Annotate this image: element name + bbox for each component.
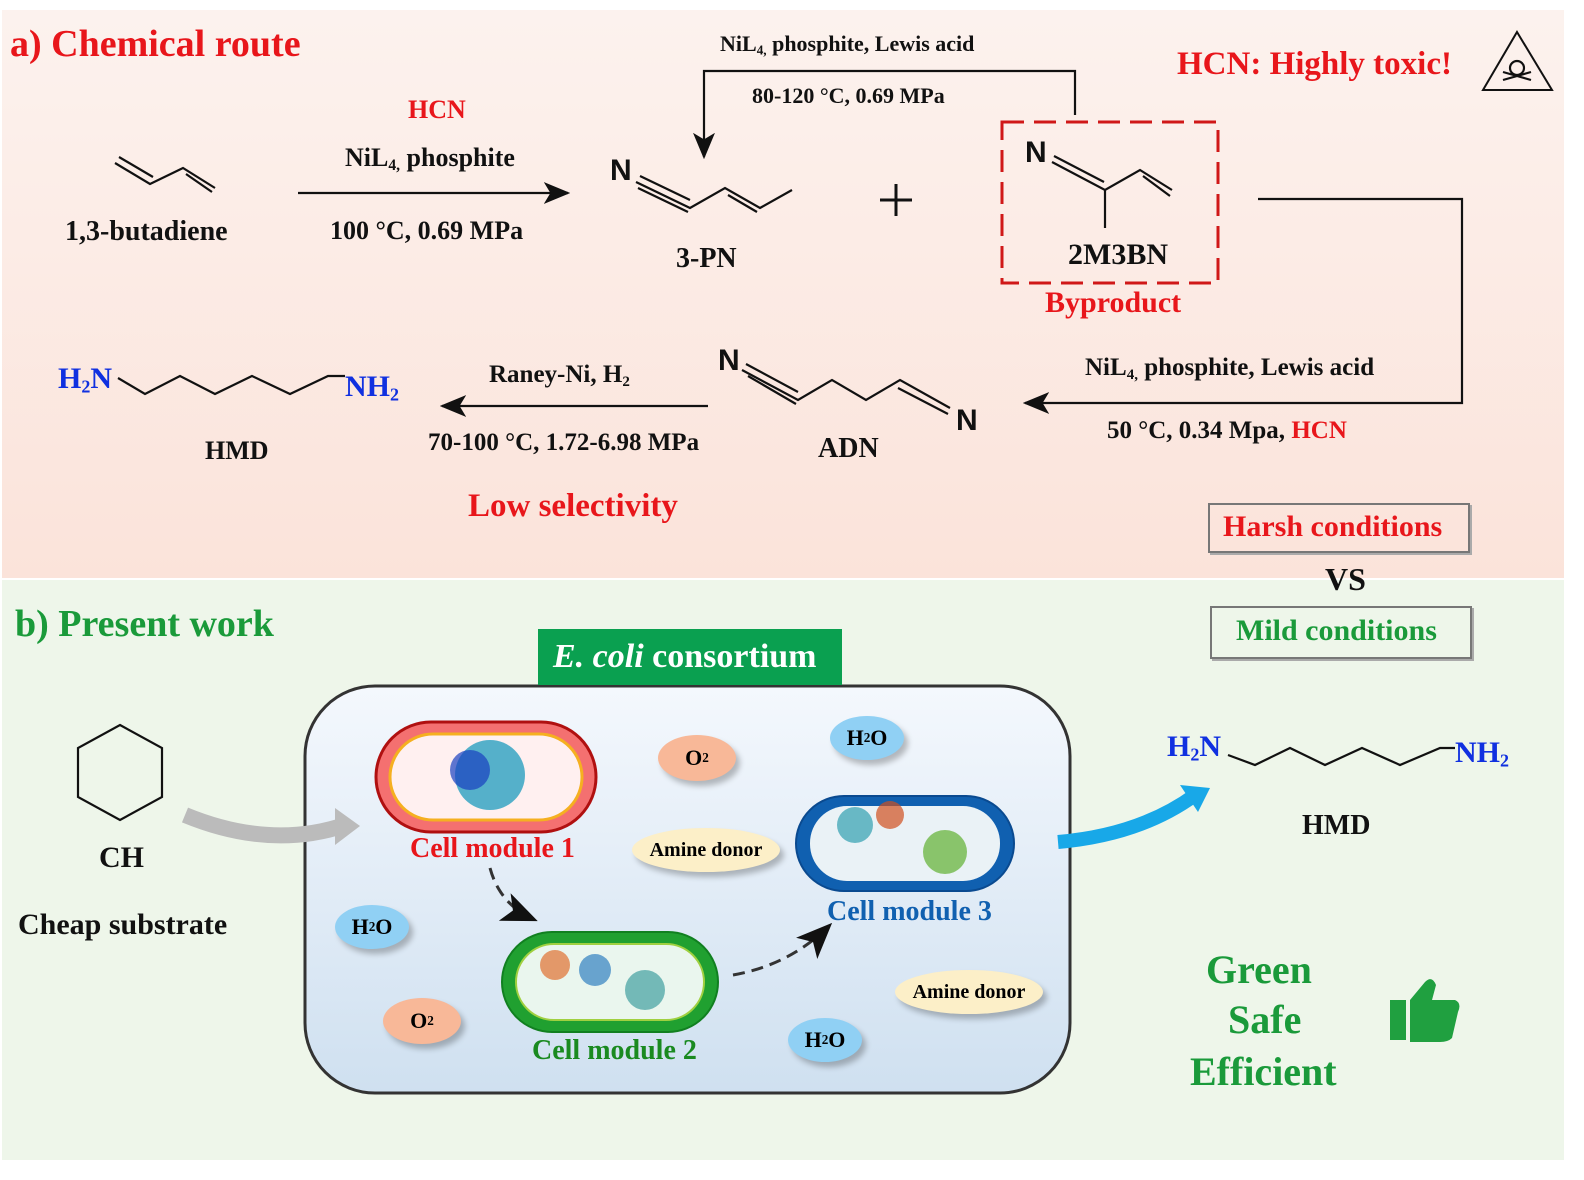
panel-chemical-route [2, 10, 1564, 578]
vs-label: VS [1325, 561, 1366, 597]
amine-donor-molecule: Amine donor [895, 970, 1043, 1014]
step3-reagent: Raney-Ni, H2 [489, 361, 630, 390]
substrate-arrow [181, 807, 348, 844]
2m3bn-structure [1051, 155, 1173, 228]
benefit-efficient: Efficient [1190, 1049, 1337, 1094]
substrate-abbr: CH [99, 841, 144, 874]
step2-catalyst: NiL4, phosphite, Lewis acid [1085, 354, 1375, 383]
benefit-green: Green [1206, 947, 1312, 992]
thumbs-up-icon [1390, 979, 1460, 1042]
hmd-structure-b [1227, 746, 1455, 767]
consortium-banner [538, 629, 842, 685]
step1-reagent: HCN [408, 95, 466, 124]
3pn-nitrogen: N [610, 154, 632, 187]
hmd-product-label: HMD [1302, 810, 1371, 841]
butadiene-label: 1,3-butadiene [65, 216, 228, 247]
isomerization-catalyst: NiL4, phosphite, Lewis acid [720, 31, 975, 58]
3pn-label: 3-PN [676, 243, 737, 274]
arrow-cell2-to-cell3 [732, 922, 833, 977]
hmd-amine-right: NH2 [345, 370, 399, 405]
step3-conditions: 70-100 °C, 1.72-6.98 MPa [428, 429, 700, 456]
cyclohexane-structure [76, 723, 164, 822]
mild-conditions-box [1210, 606, 1472, 659]
consortium-label: E. coli consortium [553, 638, 817, 675]
harsh-conditions-box [1208, 503, 1470, 553]
adn-nitrogen-2: N [956, 404, 978, 437]
panel-b-title: b) Present work [15, 603, 274, 645]
mild-conditions-label: Mild conditions [1236, 614, 1437, 647]
low-selectivity-label: Low selectivity [468, 488, 678, 524]
product-arrow [1057, 789, 1200, 849]
cell-module-2-graphic [501, 931, 719, 1033]
hmd-label: HMD [205, 436, 269, 465]
step1-conditions: 100 °C, 0.69 MPa [330, 216, 524, 245]
adn-label: ADN [818, 433, 879, 464]
cell-module-3-graphic [795, 795, 1015, 892]
butadiene-structure [114, 156, 216, 193]
3pn-structure [635, 175, 793, 213]
arrow-step2 [1022, 197, 1464, 414]
hmd-structure-a [117, 374, 345, 396]
substrate-desc: Cheap substrate [18, 908, 228, 941]
step1-catalyst: NiL4, phosphite [345, 143, 515, 174]
skull-crossbones-warning-icon [1481, 30, 1554, 91]
step2-conditions: 50 °C, 0.34 Mpa, HCN [1107, 417, 1347, 444]
2m3bn-label: 2M3BN [1068, 238, 1168, 271]
arrow-cell1-to-cell2 [488, 867, 538, 922]
cell-module-2-label: Cell module 2 [532, 1035, 697, 1066]
cell-module-1-label: Cell module 1 [410, 833, 575, 864]
cell-module-1-graphic [374, 720, 598, 834]
2m3bn-nitrogen: N [1025, 136, 1047, 169]
hmd-product-amine-right: NH2 [1455, 736, 1509, 771]
panel-a-title: a) Chemical route [10, 23, 301, 65]
hmd-product-amine-left: H2N [1167, 730, 1222, 765]
cell-module-3-label: Cell module 3 [827, 896, 992, 927]
isomerization-conditions: 80-120 °C, 0.69 MPa [752, 83, 945, 108]
byproduct-label: Byproduct [1045, 286, 1182, 319]
hcn-toxic-warning: HCN: Highly toxic! [1177, 46, 1452, 82]
byproduct-dashed-box [1000, 120, 1220, 285]
hmd-amine-left: H2N [58, 362, 113, 397]
adn-nitrogen-1: N [718, 344, 740, 377]
adn-structure [741, 363, 951, 415]
amine-donor-molecule: Amine donor [632, 828, 780, 872]
benefit-safe: Safe [1228, 997, 1302, 1042]
arrow-isomerization [693, 69, 1077, 160]
harsh-conditions-label: Harsh conditions [1223, 510, 1443, 543]
